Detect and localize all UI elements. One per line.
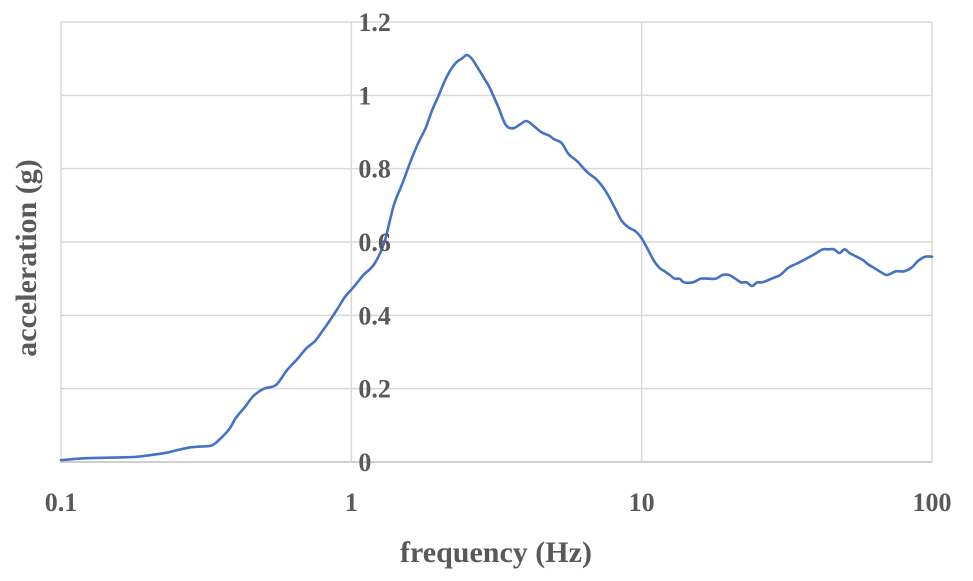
y-tick-label: 0 [358, 448, 371, 477]
x-tick-label: 1 [345, 488, 358, 517]
y-tick-label: 0.4 [358, 301, 391, 330]
y-axis-title: acceleration (g) [10, 159, 43, 356]
x-axis-title: frequency (Hz) [400, 536, 592, 569]
y-tick-label: 0.6 [358, 228, 391, 257]
grid [60, 21, 933, 463]
y-tick-label: 0.8 [358, 155, 391, 184]
y-tick-label: 1.2 [358, 8, 391, 37]
series-line-0 [59, 53, 934, 462]
x-tick-labels: 0.1 1 10 100 [45, 488, 952, 517]
y-tick-label: 0.2 [358, 375, 391, 404]
x-tick-label: 0.1 [45, 488, 78, 517]
series-layer [59, 53, 934, 462]
y-tick-labels: 0 0.2 0.4 0.6 0.8 1 1.2 [358, 8, 391, 477]
x-tick-label: 100 [913, 488, 952, 517]
y-tick-label: 1 [358, 81, 371, 110]
x-tick-label: 10 [629, 488, 655, 517]
